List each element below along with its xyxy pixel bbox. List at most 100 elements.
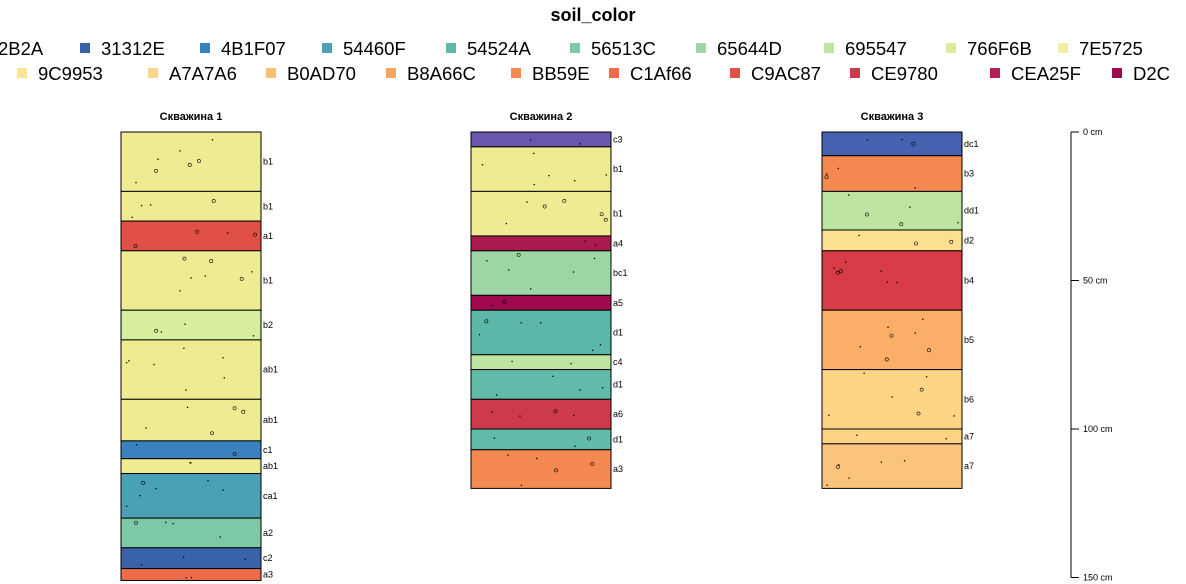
legend-item: B0AD70 [266,63,356,85]
horizon-speckle [133,244,138,248]
legend-item: 9C9953 [17,63,103,85]
horizon-speckle [211,139,214,141]
horizon-speckle [529,139,532,141]
profile-title: Скважина 2 [510,111,573,123]
horizon-speckle [572,271,575,273]
horizon-block [470,354,612,371]
horizon-speckle [837,167,839,170]
legend-swatch [200,43,210,53]
horizon-speckle [826,173,828,175]
horizon-speckle [835,270,840,275]
horizon-speckle [481,164,484,166]
horizon-block [821,190,963,231]
legend-item: B8A66C [386,63,476,85]
horizon-speckle [189,462,191,464]
legend-label: 4B1F07 [221,38,286,59]
horizon-speckle [149,204,152,206]
legend-label: 695547 [845,38,907,59]
horizon-speckle [587,436,591,441]
horizon-speckle [896,281,898,284]
horizon-speckle [139,494,141,497]
horizon-block [821,443,963,489]
horizon-speckle [599,344,602,346]
horizon-speckle [508,269,510,271]
horizon-speckle [211,199,216,203]
depth-tick-label: 0 cm [1083,127,1103,137]
horizon-speckle [507,454,509,456]
horizon-speckle [601,387,604,389]
horizon-speckle [131,216,133,218]
horizon-label: a6 [613,409,623,419]
horizon-label: a3 [263,570,273,580]
legend-item: 695547 [824,38,907,60]
horizon-speckle [185,389,187,391]
horizon-speckle [183,556,185,558]
horizon-speckle [197,159,201,163]
legend-label: 54524A [467,38,531,59]
horizon-block [120,473,262,519]
horizon-speckle [925,376,928,378]
legend-label: C1Af66 [630,63,692,84]
horizon-speckle [866,139,869,141]
horizon-speckle [179,290,181,292]
horizon-speckle [919,387,924,392]
horizon-speckle [154,328,159,333]
horizon-block [470,369,612,400]
legend-item: A7A7A6 [148,63,237,85]
horizon-speckle [195,230,200,234]
legend-swatch [609,68,619,78]
horizon-speckle [957,222,959,224]
horizon-speckle [599,212,604,217]
horizon-block [120,131,262,192]
legend-label: 7E5725 [1079,38,1143,59]
legend-item: CE9780 [850,63,938,85]
horizon-label: ca1 [263,491,278,501]
horizon-speckle [491,411,493,413]
soil-profile: Скважина 2 c3 b1 b1 a4 bc1 a5 d1 c4 d1 a6 d1 a3 [470,111,628,489]
legend-item: D2C [1112,63,1170,85]
horizon-speckle [126,505,128,508]
horizon-speckle [603,217,608,222]
horizon-speckle [219,536,221,538]
horizon-speckle [554,468,558,473]
horizon-speckle [886,281,889,283]
horizon-label: dc1 [964,139,979,149]
legend-swatch [850,68,860,78]
legend-label: CEA25F [1011,63,1081,84]
legend-swatch [511,68,521,78]
legend-label: A7A7A6 [169,63,237,84]
horizon-speckle [204,275,206,277]
horizon-speckle [209,259,214,263]
legend-swatch [266,68,276,78]
horizon-speckle [584,240,586,242]
horizon-block [120,458,262,475]
legend-swatch [148,68,158,78]
horizon-speckle [914,187,916,189]
legend-label: B0AD70 [287,63,356,84]
legend-item: C1Af66 [609,63,692,85]
horizon-speckle [945,438,947,440]
legend-item: CEA25F [990,63,1081,85]
horizon-label: a7 [964,461,974,471]
depth-axis: 0 cm 50 cm 100 cm 150 cm [1070,127,1113,583]
horizon-speckle [511,360,513,363]
horizon-speckle [157,158,159,160]
horizon-speckle [530,288,532,290]
horizon-speckle [153,363,155,366]
horizon-speckle [605,174,607,176]
horizon-speckle [914,332,917,334]
horizon-speckle [519,415,521,417]
horizon-block [821,369,963,430]
horizon-speckle [187,163,192,167]
depth-tick-label: 100 cm [1083,424,1113,434]
horizon-speckle [140,564,143,566]
horizon-speckle [844,261,847,263]
horizon-speckle [593,257,596,260]
horizon-speckle [493,437,495,439]
legend-label: BB59E [532,63,590,84]
horizon-speckle [579,389,581,391]
horizon-speckle [863,372,865,374]
legend-item: 54524A [446,38,531,60]
horizon-block [120,440,262,460]
horizon-speckle [880,461,882,463]
